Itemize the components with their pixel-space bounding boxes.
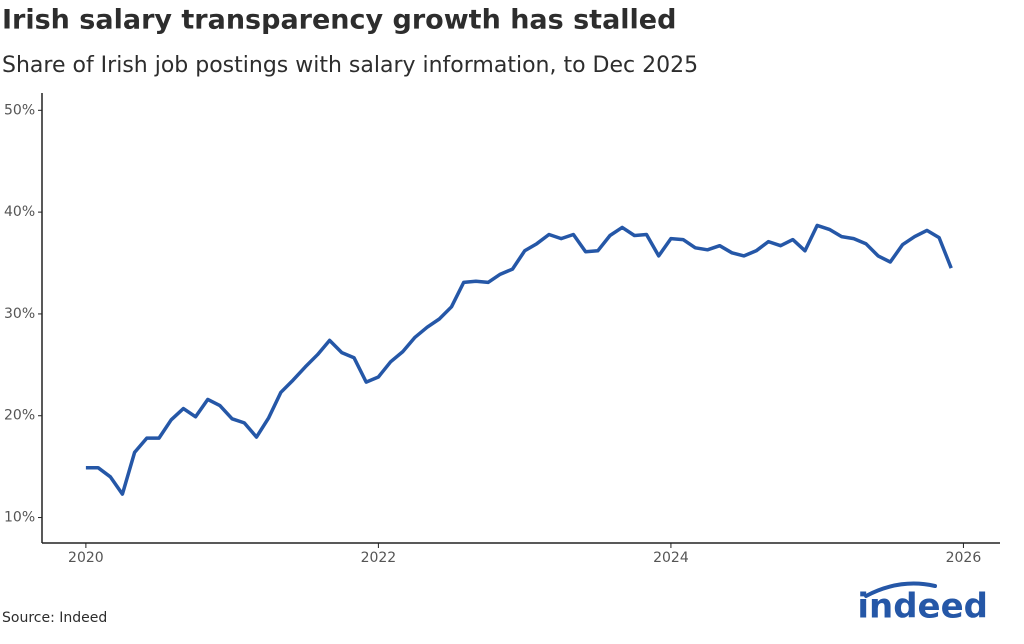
chart-title: Irish salary transparency growth has sta… [2, 5, 676, 36]
y-tick-label: 50% [4, 102, 35, 118]
x-tick-label: 2024 [653, 550, 689, 566]
logo: indeed [857, 587, 988, 627]
x-tick-label: 2022 [361, 550, 397, 566]
y-tick-label: 20% [4, 408, 35, 424]
x-tick-label: 2026 [946, 550, 982, 566]
data-line [85, 223, 953, 496]
logo-arc [864, 581, 937, 598]
y-tick-label: 10% [4, 510, 35, 526]
x-tick-label: 2020 [68, 550, 104, 566]
chart-subtitle: Share of Irish job postings with salary … [2, 53, 698, 78]
y-tick-label: 30% [4, 306, 35, 322]
y-tick-label: 40% [4, 204, 35, 220]
source: Source: Indeed [2, 610, 107, 626]
